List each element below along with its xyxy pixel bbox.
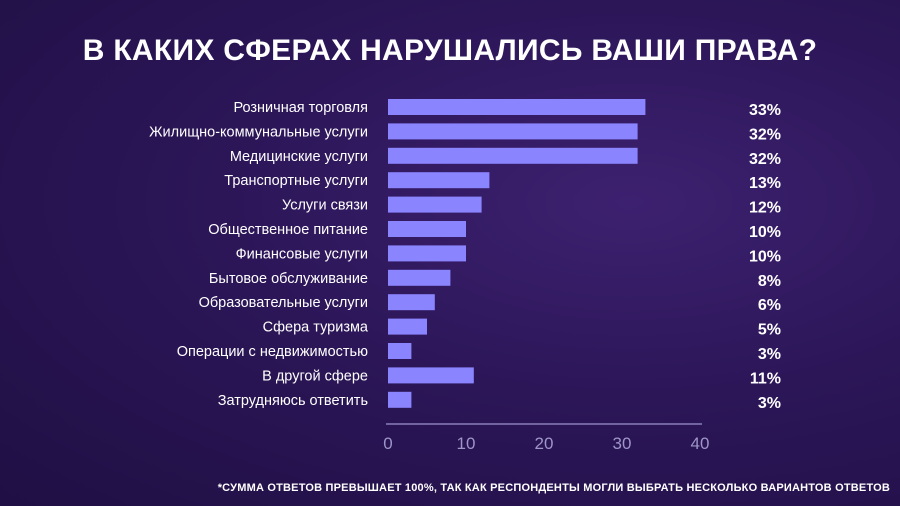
category-label: Сфера туризма [263, 320, 369, 336]
x-tick-label: 20 [535, 434, 554, 453]
category-label: Бытовое обслуживание [209, 271, 368, 287]
bar [388, 245, 466, 262]
value-label: 32% [749, 126, 781, 143]
bar [388, 99, 646, 115]
category-label: Общественное питание [208, 222, 368, 238]
category-label: Затрудняюсь ответить [218, 393, 368, 409]
value-label: 3% [758, 395, 781, 412]
x-tick-label: 30 [613, 434, 632, 453]
x-tick-label: 40 [691, 434, 710, 453]
value-label: 32% [749, 151, 781, 168]
value-label: 8% [758, 273, 781, 290]
value-label: 10% [749, 224, 781, 241]
category-label: Операции с недвижимостью [177, 344, 368, 360]
value-label: 10% [749, 248, 781, 265]
bar [388, 221, 466, 237]
bar [388, 367, 474, 384]
category-label: Медицинские услуги [230, 149, 368, 165]
value-label: 3% [758, 346, 781, 363]
value-label: 11% [750, 370, 781, 387]
bar [388, 147, 638, 164]
category-label: Транспортные услуги [224, 173, 368, 189]
bar [388, 391, 412, 408]
chart-title: В КАКИХ СФЕРАХ НАРУШАЛИСЬ ВАШИ ПРАВА? [82, 34, 818, 67]
value-label: 12% [749, 200, 781, 217]
category-label: Образовательные услуги [199, 295, 368, 311]
footnote: *СУММА ОТВЕТОВ ПРЕВЫШАЕТ 100%, ТАК КАК Р… [217, 482, 890, 494]
bar [388, 343, 412, 359]
bar [388, 123, 638, 140]
bar-chart: Розничная торговля 33% Жилищно-коммунальны… [149, 99, 781, 453]
bar [388, 172, 490, 189]
value-label: 13% [749, 175, 781, 192]
bar [388, 318, 427, 335]
category-label: Финансовые услуги [236, 246, 368, 262]
category-label: В другой сфере [262, 368, 368, 384]
value-label: 5% [758, 322, 781, 339]
x-tick-label: 0 [383, 434, 392, 453]
bar [388, 196, 482, 213]
x-tick-label: 10 [457, 434, 476, 453]
bar [388, 294, 435, 311]
category-label: Розничная торговля [233, 100, 368, 116]
value-label: 6% [758, 297, 781, 314]
value-label: 33% [749, 102, 781, 119]
bar [388, 269, 451, 286]
category-label: Услуги связи [282, 198, 368, 214]
category-label: Жилищно-коммунальные услуги [149, 124, 368, 140]
